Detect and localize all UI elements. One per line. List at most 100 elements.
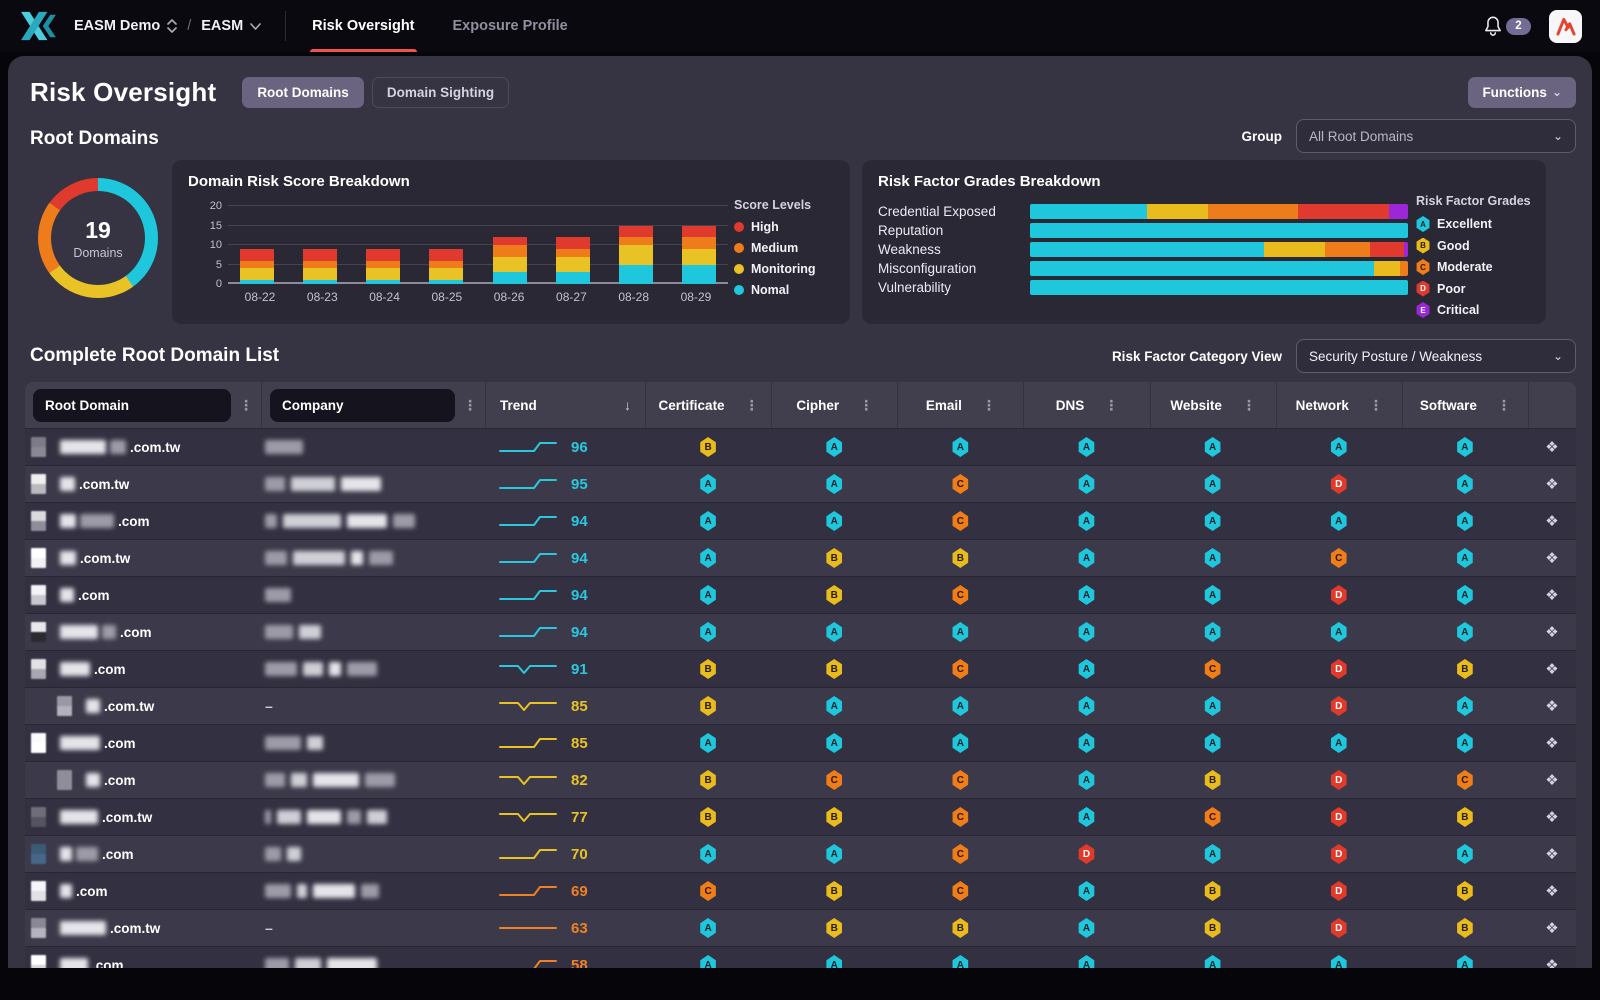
- grade-badge-D[interactable]: D: [1330, 585, 1347, 605]
- insights-action-icon[interactable]: ❖: [1545, 845, 1558, 863]
- grade-badge-B[interactable]: B: [826, 585, 843, 605]
- grade-badge-A[interactable]: A: [952, 437, 969, 457]
- grade-badge-C[interactable]: C: [952, 659, 969, 679]
- notification-bell-icon[interactable]: [1482, 14, 1504, 38]
- grade-badge-A[interactable]: A: [1078, 770, 1095, 790]
- tab-risk-oversight[interactable]: Risk Oversight: [312, 0, 414, 52]
- grade-badge-D[interactable]: D: [1330, 918, 1347, 938]
- grade-badge-A[interactable]: A: [1204, 511, 1221, 531]
- table-row[interactable]: .com70AACDADA❖: [25, 835, 1576, 872]
- group-select[interactable]: All Root Domains ⌄: [1296, 119, 1576, 153]
- grade-badge-A[interactable]: A: [1078, 696, 1095, 716]
- column-menu-icon[interactable]: ⋮: [1104, 397, 1118, 414]
- grade-badge-B[interactable]: B: [1456, 881, 1473, 901]
- grade-badge-C[interactable]: C: [826, 770, 843, 790]
- grade-badge-B[interactable]: B: [826, 548, 843, 568]
- grade-badge-A[interactable]: A: [1456, 585, 1473, 605]
- grade-badge-A[interactable]: A: [1078, 622, 1095, 642]
- table-row[interactable]: .com.tw95AACAADA❖: [25, 465, 1576, 502]
- grade-badge-A[interactable]: A: [1330, 622, 1347, 642]
- insights-action-icon[interactable]: ❖: [1545, 919, 1558, 937]
- grade-badge-D[interactable]: D: [1330, 844, 1347, 864]
- grade-badge-A[interactable]: A: [1078, 807, 1095, 827]
- column-menu-icon[interactable]: ⋮: [859, 397, 873, 414]
- grade-badge-A[interactable]: A: [1456, 474, 1473, 494]
- insights-action-icon[interactable]: ❖: [1545, 697, 1558, 715]
- column-menu-icon[interactable]: ⋮: [982, 397, 996, 414]
- table-row[interactable]: .com69CBCABDB❖: [25, 872, 1576, 909]
- grade-badge-B[interactable]: B: [826, 918, 843, 938]
- grade-badge-A[interactable]: A: [700, 622, 717, 642]
- grade-badge-C[interactable]: C: [952, 807, 969, 827]
- column-menu-icon[interactable]: ⋮: [463, 397, 477, 414]
- insights-action-icon[interactable]: ❖: [1545, 549, 1558, 567]
- grade-badge-C[interactable]: C: [1330, 548, 1347, 568]
- grade-badge-A[interactable]: A: [1456, 733, 1473, 753]
- grade-badge-A[interactable]: A: [1204, 733, 1221, 753]
- grade-badge-C[interactable]: C: [700, 881, 717, 901]
- table-row[interactable]: .com94AACAAAA❖: [25, 502, 1576, 539]
- insights-action-icon[interactable]: ❖: [1545, 808, 1558, 826]
- domain-sighting-button[interactable]: Domain Sighting: [372, 77, 509, 108]
- grade-badge-A[interactable]: A: [826, 844, 843, 864]
- grade-badge-B[interactable]: B: [700, 807, 717, 827]
- table-row[interactable]: .com.tw94ABBAACA❖: [25, 539, 1576, 576]
- grade-badge-B[interactable]: B: [700, 659, 717, 679]
- insights-action-icon[interactable]: ❖: [1545, 882, 1558, 900]
- grade-badge-A[interactable]: A: [1078, 511, 1095, 531]
- grade-badge-B[interactable]: B: [1204, 918, 1221, 938]
- table-row[interactable]: .com.tw–85BAAAADA❖: [25, 687, 1576, 724]
- grade-badge-B[interactable]: B: [826, 881, 843, 901]
- app-logo-icon[interactable]: [18, 9, 62, 43]
- category-view-select[interactable]: Security Posture / Weakness ⌄: [1296, 339, 1576, 373]
- grade-badge-A[interactable]: A: [1078, 437, 1095, 457]
- grade-badge-A[interactable]: A: [1456, 696, 1473, 716]
- table-row[interactable]: .com85AAAAAAA❖: [25, 724, 1576, 761]
- grade-badge-A[interactable]: A: [1204, 548, 1221, 568]
- grade-badge-A[interactable]: A: [1456, 511, 1473, 531]
- grade-badge-A[interactable]: A: [952, 696, 969, 716]
- grade-badge-B[interactable]: B: [826, 659, 843, 679]
- column-menu-icon[interactable]: ⋮: [1369, 397, 1383, 414]
- grade-badge-A[interactable]: A: [1204, 696, 1221, 716]
- grade-badge-B[interactable]: B: [1456, 807, 1473, 827]
- grade-badge-D[interactable]: D: [1078, 844, 1095, 864]
- column-menu-icon[interactable]: ⋮: [1497, 397, 1511, 414]
- grade-badge-A[interactable]: A: [1456, 437, 1473, 457]
- grade-badge-C[interactable]: C: [952, 585, 969, 605]
- grade-badge-A[interactable]: A: [1204, 437, 1221, 457]
- insights-action-icon[interactable]: ❖: [1545, 475, 1558, 493]
- insights-action-icon[interactable]: ❖: [1545, 623, 1558, 641]
- grade-badge-B[interactable]: B: [700, 437, 717, 457]
- grade-badge-A[interactable]: A: [1078, 548, 1095, 568]
- functions-button[interactable]: Functions ⌄: [1468, 77, 1576, 108]
- grade-badge-A[interactable]: A: [1204, 474, 1221, 494]
- grade-badge-A[interactable]: A: [1456, 844, 1473, 864]
- column-filter-box[interactable]: Company: [270, 389, 455, 422]
- grade-badge-C[interactable]: C: [1204, 659, 1221, 679]
- grade-badge-A[interactable]: A: [826, 511, 843, 531]
- grade-badge-B[interactable]: B: [826, 807, 843, 827]
- table-row[interactable]: .com.tw–63ABBABDB❖: [25, 909, 1576, 946]
- insights-action-icon[interactable]: ❖: [1545, 771, 1558, 789]
- grade-badge-D[interactable]: D: [1330, 881, 1347, 901]
- grade-badge-A[interactable]: A: [1204, 844, 1221, 864]
- tab-exposure-profile[interactable]: Exposure Profile: [453, 0, 568, 52]
- column-menu-icon[interactable]: ⋮: [239, 397, 253, 414]
- insights-action-icon[interactable]: ❖: [1545, 512, 1558, 530]
- grade-badge-A[interactable]: A: [1078, 733, 1095, 753]
- grade-badge-A[interactable]: A: [1330, 437, 1347, 457]
- grade-badge-A[interactable]: A: [826, 622, 843, 642]
- grade-badge-B[interactable]: B: [952, 548, 969, 568]
- grade-badge-A[interactable]: A: [700, 918, 717, 938]
- grade-badge-A[interactable]: A: [700, 585, 717, 605]
- grade-badge-C[interactable]: C: [952, 844, 969, 864]
- grade-badge-A[interactable]: A: [700, 844, 717, 864]
- grade-badge-D[interactable]: D: [1330, 659, 1347, 679]
- grade-badge-B[interactable]: B: [1204, 770, 1221, 790]
- grade-badge-A[interactable]: A: [700, 733, 717, 753]
- grade-badge-A[interactable]: A: [1078, 918, 1095, 938]
- grade-badge-A[interactable]: A: [1078, 474, 1095, 494]
- grade-badge-A[interactable]: A: [700, 511, 717, 531]
- project-selector[interactable]: EASM: [201, 18, 261, 34]
